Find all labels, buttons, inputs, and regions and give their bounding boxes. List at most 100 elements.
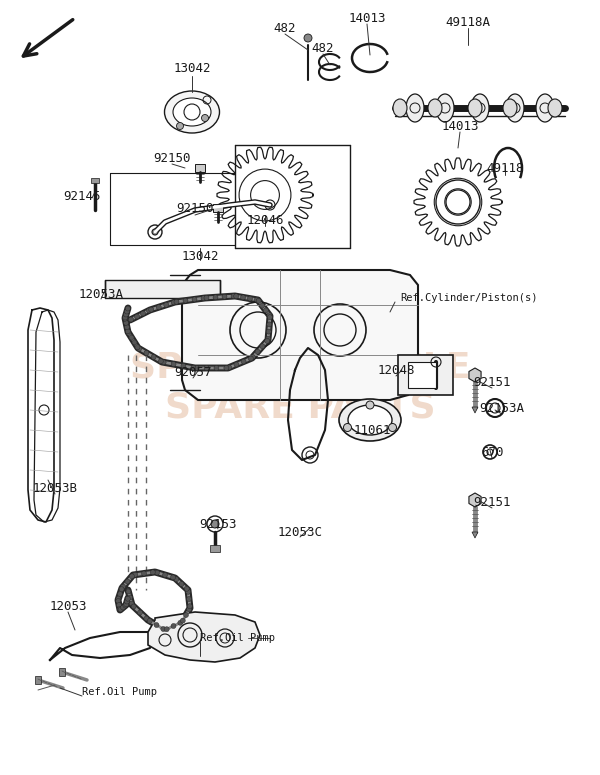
Ellipse shape (548, 99, 562, 117)
Ellipse shape (503, 99, 517, 117)
Text: 12053A: 12053A (79, 288, 124, 301)
Circle shape (147, 618, 152, 624)
Circle shape (250, 355, 256, 360)
Circle shape (156, 305, 161, 310)
Ellipse shape (406, 94, 424, 122)
Circle shape (125, 596, 130, 601)
Circle shape (267, 312, 272, 318)
Circle shape (247, 296, 253, 301)
Circle shape (171, 624, 176, 629)
Circle shape (248, 356, 253, 361)
Circle shape (119, 587, 124, 591)
Circle shape (118, 591, 122, 597)
Circle shape (133, 572, 138, 577)
Text: Ref.Oil Pump: Ref.Oil Pump (82, 687, 157, 697)
Text: 13042: 13042 (181, 250, 219, 263)
Circle shape (174, 299, 179, 305)
Circle shape (161, 360, 166, 365)
Circle shape (202, 115, 209, 122)
Ellipse shape (164, 91, 220, 133)
Text: 11061: 11061 (353, 423, 391, 436)
Bar (35, 676, 41, 684)
Circle shape (227, 365, 232, 370)
Circle shape (155, 570, 160, 575)
Text: 12053B: 12053B (32, 481, 77, 494)
Circle shape (183, 298, 188, 303)
Text: 92145: 92145 (63, 190, 101, 202)
Circle shape (231, 294, 236, 298)
Circle shape (265, 339, 270, 343)
Circle shape (201, 296, 206, 301)
Circle shape (118, 607, 122, 611)
Circle shape (171, 300, 176, 305)
Circle shape (192, 297, 197, 302)
Circle shape (129, 601, 134, 606)
Circle shape (124, 325, 130, 329)
Circle shape (129, 335, 134, 340)
Circle shape (118, 607, 123, 612)
Circle shape (389, 423, 397, 432)
Circle shape (137, 346, 142, 351)
Circle shape (122, 316, 128, 321)
Bar (210, 545, 220, 552)
Circle shape (204, 295, 209, 301)
Circle shape (222, 294, 227, 299)
Text: SP MOTORCYCLE
SPARE PARTS: SP MOTORCYCLE SPARE PARTS (130, 351, 470, 424)
Text: 14013: 14013 (441, 119, 479, 133)
Circle shape (174, 577, 179, 582)
Ellipse shape (348, 405, 392, 435)
Circle shape (121, 605, 125, 610)
Circle shape (125, 306, 130, 311)
Circle shape (152, 229, 158, 235)
Circle shape (124, 320, 128, 326)
Text: 12053C: 12053C (277, 525, 323, 539)
Circle shape (131, 604, 136, 609)
Ellipse shape (468, 99, 482, 117)
Circle shape (164, 627, 169, 632)
Circle shape (170, 575, 176, 580)
Circle shape (366, 401, 374, 409)
Circle shape (144, 350, 149, 356)
Text: 92153A: 92153A (479, 401, 524, 415)
Circle shape (260, 303, 265, 308)
Ellipse shape (436, 94, 454, 122)
Circle shape (224, 366, 229, 370)
Circle shape (128, 317, 133, 322)
Polygon shape (182, 270, 418, 400)
Circle shape (161, 626, 166, 632)
Circle shape (125, 599, 130, 604)
Circle shape (304, 34, 312, 42)
Bar (59, 668, 65, 676)
Circle shape (266, 329, 271, 334)
Circle shape (144, 616, 149, 621)
Circle shape (151, 570, 155, 575)
Circle shape (191, 365, 196, 370)
Circle shape (116, 596, 121, 601)
Bar (105, 280, 220, 298)
Circle shape (164, 302, 169, 308)
Circle shape (254, 298, 259, 302)
Circle shape (343, 423, 352, 432)
Text: 92151: 92151 (473, 495, 511, 508)
Circle shape (171, 362, 176, 367)
Text: 12053: 12053 (49, 601, 87, 614)
Text: 92153: 92153 (199, 518, 237, 531)
Circle shape (140, 311, 146, 316)
Circle shape (241, 359, 246, 364)
Circle shape (163, 573, 167, 577)
Ellipse shape (506, 94, 524, 122)
Circle shape (187, 607, 192, 612)
Circle shape (125, 329, 130, 334)
Circle shape (204, 366, 209, 370)
Text: Ref.Cylinder/Piston(s): Ref.Cylinder/Piston(s) (400, 293, 538, 303)
Circle shape (194, 366, 199, 370)
Circle shape (214, 366, 219, 370)
Circle shape (132, 340, 137, 345)
Text: 92150: 92150 (153, 151, 191, 164)
Ellipse shape (339, 399, 401, 441)
Text: 49118A: 49118A (445, 16, 491, 29)
Circle shape (124, 602, 128, 607)
Text: 482: 482 (274, 22, 296, 35)
Circle shape (234, 362, 239, 367)
Circle shape (241, 295, 245, 300)
